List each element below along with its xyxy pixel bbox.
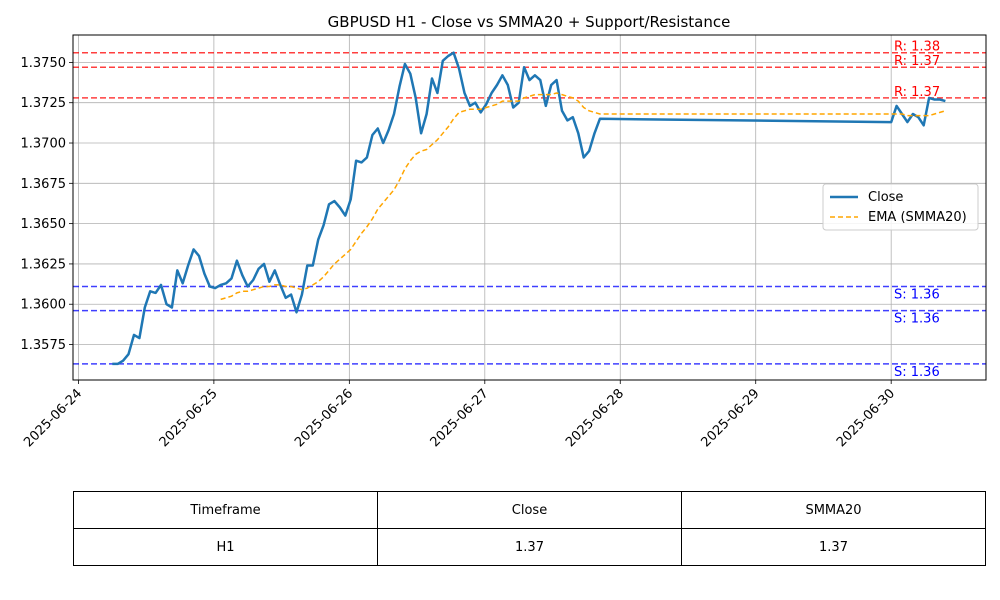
ticks: 1.3575 1.3600 1.3625 1.3650 1.3675 1.3700 1.37… (21, 56, 899, 450)
legend-close-label: Close (868, 190, 903, 205)
y-tick-label: 1.3725 (21, 96, 67, 111)
y-tick-label: 1.3750 (21, 56, 67, 71)
x-tick-label: 2025-06-28 (563, 386, 627, 450)
summary-table: Timeframe Close SMMA20 H1 1.37 1.37 (73, 491, 986, 566)
ema-line (220, 92, 946, 301)
table-header-row: Timeframe Close SMMA20 (73, 491, 986, 529)
x-tick-label: 2025-06-25 (157, 386, 221, 450)
y-tick-label: 1.3675 (21, 177, 67, 192)
table-cell: H1 (73, 528, 378, 566)
table-header-cell: Timeframe (73, 491, 378, 529)
resistance-label: R: 1.38 (894, 40, 940, 55)
support-label: S: 1.36 (894, 312, 940, 327)
resistance-label: R: 1.37 (894, 54, 940, 69)
table-cell: 1.37 (377, 528, 682, 566)
support-label: S: 1.36 (894, 287, 940, 302)
table-header-cell: Close (377, 491, 682, 529)
legend: Close EMA (SMMA20) (822, 183, 979, 231)
close-line (112, 51, 946, 366)
levels: R: 1.38R: 1.37R: 1.37S: 1.36S: 1.36S: 1.… (73, 40, 986, 380)
x-tick-label: 2025-06-27 (428, 386, 492, 450)
y-tick-label: 1.3650 (21, 217, 67, 232)
legend-box (822, 183, 979, 231)
table-row: H1 1.37 1.37 (73, 528, 986, 566)
y-tick-label: 1.3700 (21, 137, 67, 152)
table-header-cell: SMMA20 (681, 491, 986, 529)
plot-frame (72, 34, 987, 381)
series (112, 51, 946, 366)
y-tick-label: 1.3575 (21, 338, 67, 353)
chart: GBPUSD H1 - Close vs SMMA20 + Support/Re… (21, 13, 987, 450)
chart-title: GBPUSD H1 - Close vs SMMA20 + Support/Re… (328, 13, 731, 31)
legend-ema-label: EMA (SMMA20) (868, 210, 967, 225)
table-cell: 1.37 (681, 528, 986, 566)
y-tick-label: 1.3600 (21, 298, 67, 313)
x-tick-label: 2025-06-24 (21, 386, 85, 450)
x-tick-label: 2025-06-30 (834, 386, 898, 450)
support-label: S: 1.36 (894, 365, 940, 380)
y-tick-label: 1.3625 (21, 257, 67, 272)
resistance-label: R: 1.37 (894, 85, 940, 100)
x-tick-label: 2025-06-26 (292, 386, 356, 450)
grid (73, 35, 986, 380)
x-tick-label: 2025-06-29 (699, 386, 763, 450)
